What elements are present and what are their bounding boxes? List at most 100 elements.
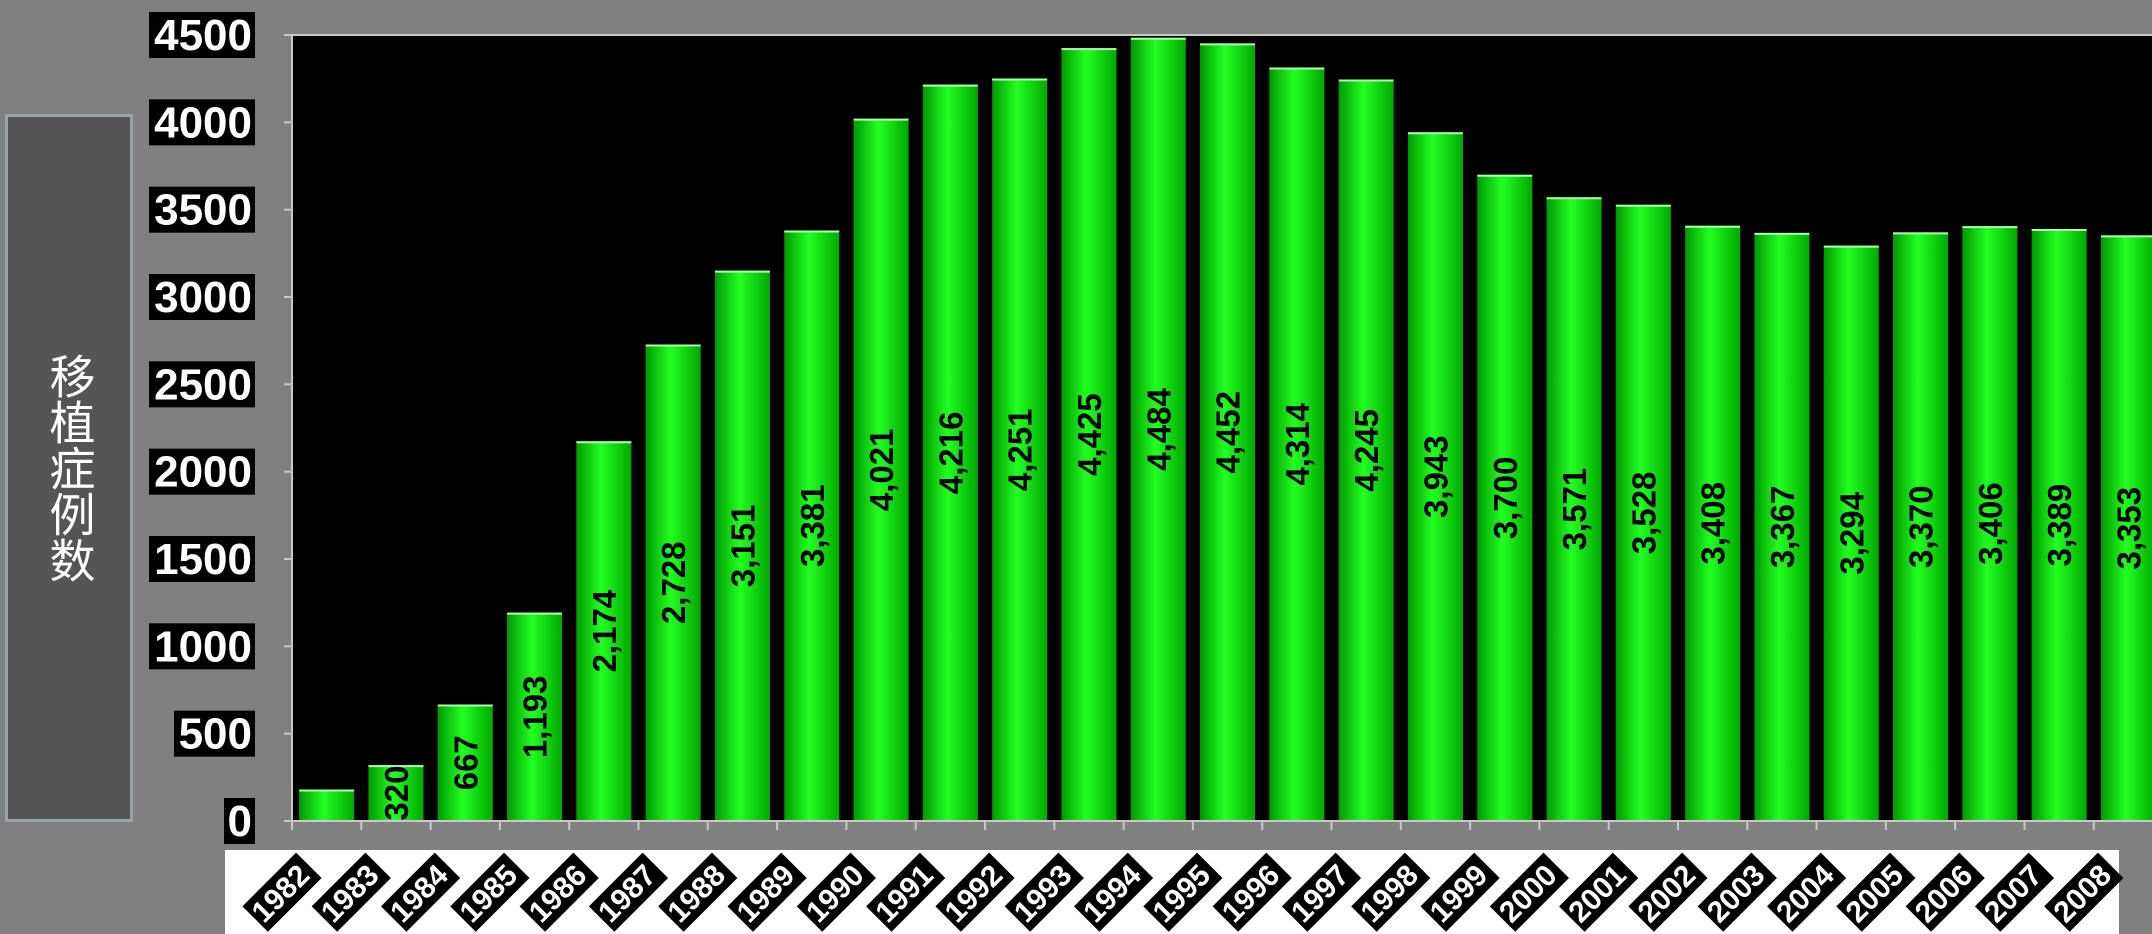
- y-tick-label: 4000: [154, 98, 252, 147]
- x-tick-label-bg: [450, 852, 530, 932]
- x-tick-label-bg: [311, 852, 391, 932]
- y-tick-label-bg: [174, 710, 255, 757]
- bar: [1962, 226, 2018, 821]
- value-label: 3,406: [1972, 482, 2009, 565]
- x-tick-label-bg: [1143, 852, 1223, 932]
- bar: [784, 230, 840, 821]
- bar: [992, 78, 1048, 821]
- value-label: 3,367: [1764, 486, 1801, 569]
- y-axis-label: 移植症例数: [42, 353, 97, 583]
- x-tick-label-bg: [1489, 852, 1569, 932]
- x-tick-label-bg: [519, 852, 599, 932]
- x-axis: 1982198319841985198619871988198919901991…: [242, 820, 2152, 932]
- y-tick-label-bg: [149, 186, 255, 233]
- value-label: 3,353: [2110, 487, 2147, 570]
- value-label: 3,151: [724, 505, 761, 588]
- y-tick-label: 2500: [154, 360, 252, 409]
- x-tick-label-bg: [1628, 852, 1708, 932]
- bar: [1269, 67, 1325, 822]
- y-tick-label: 500: [179, 710, 252, 759]
- bar: [1477, 174, 1533, 821]
- bar: [1893, 232, 1949, 821]
- x-tick-label-bg: [1905, 852, 1985, 932]
- bar: [368, 765, 424, 821]
- value-label: 4,251: [1002, 408, 1039, 491]
- x-tick-label-bg: [658, 852, 738, 932]
- y-tick-label-bg: [149, 448, 255, 495]
- value-label: 4,314: [1279, 402, 1316, 485]
- value-label: 4,425: [1071, 393, 1108, 476]
- y-axis-label-box: 移植症例数: [5, 114, 133, 822]
- bar: [507, 612, 563, 821]
- value-label: 3,700: [1487, 457, 1524, 540]
- bar: [299, 789, 355, 821]
- x-tick-label-bg: [796, 852, 876, 932]
- y-tick-label-bg: [149, 536, 255, 582]
- y-axis: 0 500 1000 1500 2000 2500 3000 3500 4000 4500: [149, 11, 2152, 846]
- x-tick-label-bg: [1351, 852, 1431, 932]
- bars: [299, 37, 2152, 822]
- x-tick-label-bg: [1004, 852, 1084, 932]
- value-label: 4,021: [863, 429, 900, 512]
- x-tick-label-bg: [2044, 852, 2124, 932]
- value-label: 3,294: [1833, 491, 1870, 574]
- bar: [1200, 43, 1256, 822]
- value-label: 1,193: [517, 676, 554, 759]
- value-label: 3,408: [1695, 482, 1732, 565]
- y-tick-label: 3000: [154, 273, 252, 322]
- bar: [576, 441, 632, 821]
- x-tick-label-bg: [1281, 852, 1362, 932]
- bar: [645, 344, 701, 821]
- value-label: 4,216: [932, 412, 969, 495]
- x-tick-label-bg: [1836, 852, 1916, 932]
- y-tick-label: 0: [228, 797, 252, 846]
- bar: [1338, 79, 1394, 822]
- value-label: 3,528: [1625, 472, 1662, 555]
- y-tick-label: 1000: [154, 622, 252, 671]
- x-tick-label-bg: [1559, 852, 1639, 932]
- x-tick-label-bg: [381, 852, 461, 932]
- value-label: 320: [378, 766, 415, 821]
- y-tick-label: 4500: [154, 11, 252, 60]
- x-tick-label-bg: [935, 852, 1015, 932]
- x-tick-label-bg: [1074, 852, 1154, 932]
- bar: [1407, 132, 1463, 822]
- value-label: 3,943: [1417, 435, 1454, 518]
- value-label: 4,245: [1348, 409, 1385, 492]
- bar: [2031, 229, 2087, 821]
- y-tick-label: 1500: [154, 535, 252, 584]
- y-tick-label-bg: [149, 274, 255, 320]
- value-labels: 320 667 1,193 2,174 2,728 3,151 3,381 4,021 4,21…: [378, 387, 2147, 821]
- x-tick-label-bg: [1974, 852, 2055, 932]
- bar: [714, 270, 770, 821]
- y-tick-label-bg: [224, 798, 255, 844]
- bar: [2100, 235, 2152, 822]
- y-tick-label: 3500: [154, 186, 252, 235]
- value-label: 3,381: [794, 484, 831, 567]
- x-tick-label-bg: [1212, 852, 1292, 932]
- x-tick-label-bg: [242, 852, 322, 932]
- value-label: 4,452: [1210, 391, 1247, 474]
- value-label: 4,484: [1140, 387, 1177, 470]
- bar: [1754, 232, 1810, 821]
- value-label: 2,174: [586, 589, 623, 672]
- x-tick-label-bg: [588, 852, 669, 932]
- bar: [1615, 204, 1671, 821]
- value-label: 3,389: [2041, 484, 2078, 567]
- y-tick-label-bg: [149, 623, 255, 670]
- x-tick-label-bg: [1767, 852, 1847, 932]
- bar: [1130, 37, 1186, 821]
- bar: [1546, 197, 1602, 822]
- value-label: 667: [447, 735, 484, 790]
- x-tick-label-bg: [727, 852, 807, 932]
- bar: [922, 84, 978, 821]
- y-tick-label-bg: [149, 12, 255, 58]
- y-tick-label-bg: [149, 99, 255, 146]
- bar: [1823, 245, 1879, 821]
- x-tick-label-bg: [1420, 852, 1500, 932]
- value-label: 2,728: [655, 541, 692, 624]
- y-tick-label: 2000: [154, 448, 252, 497]
- value-label: 3,571: [1556, 468, 1593, 551]
- bar: [437, 704, 493, 821]
